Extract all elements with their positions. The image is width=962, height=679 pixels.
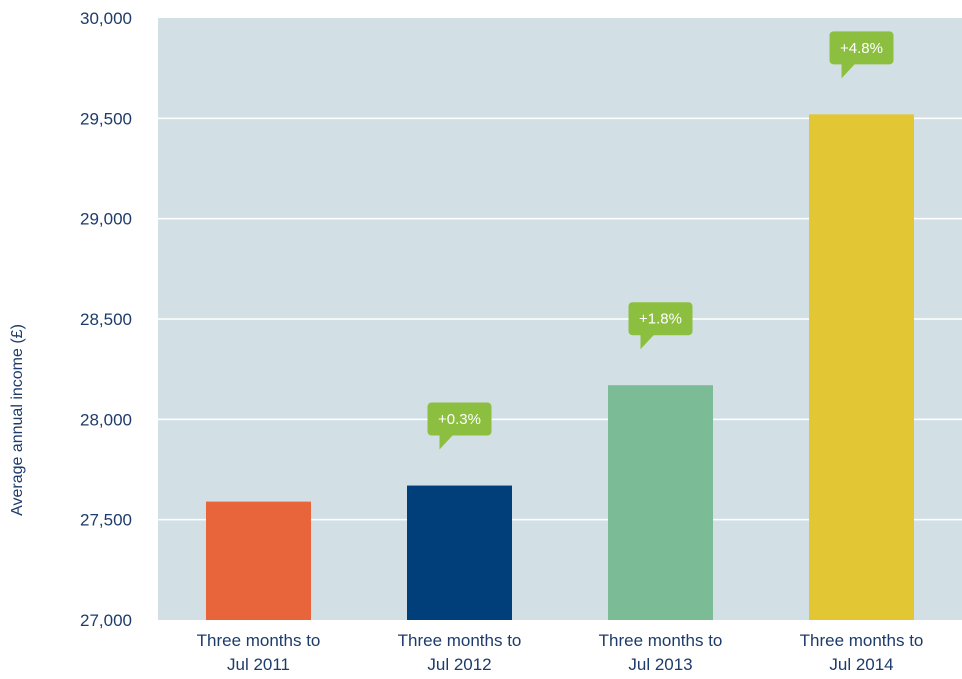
y-tick-label: 29,000	[80, 210, 132, 229]
y-tick-label: 27,000	[80, 611, 132, 630]
callout-label: +0.3%	[438, 411, 481, 428]
annotation-callout: +4.8%	[829, 31, 894, 79]
bars	[206, 114, 914, 620]
callout-bubble	[829, 31, 894, 65]
callout-pointer	[439, 434, 454, 450]
x-tick-label: Jul 2013	[628, 655, 692, 674]
y-tick-label: 28,000	[80, 410, 132, 429]
bar	[407, 485, 512, 620]
callout-pointer	[841, 63, 856, 79]
x-tick-label: Jul 2012	[427, 655, 491, 674]
y-tick-label: 28,500	[80, 310, 132, 329]
x-tick-label: Three months to	[800, 631, 924, 650]
bar	[206, 501, 311, 620]
annotation-callout: +0.3%	[427, 402, 492, 450]
x-tick-label: Three months to	[599, 631, 723, 650]
y-axis-ticks: 27,000 27,500 28,000 28,500 29,000 29,500 30,0…	[80, 9, 132, 630]
x-tick-label: Jul 2014	[829, 655, 893, 674]
x-tick-label: Jul 2011	[227, 655, 290, 674]
annotations: +0.3% +1.8% +4.8%	[427, 31, 894, 450]
y-tick-label: 29,500	[80, 109, 132, 128]
callout-label: +4.8%	[840, 40, 883, 57]
x-tick-label: Three months to	[398, 631, 522, 650]
callout-bubble	[427, 402, 492, 436]
callout-pointer	[640, 334, 655, 350]
annotation-callout: +1.8%	[628, 302, 693, 350]
y-tick-label: 27,500	[80, 511, 132, 530]
x-axis-ticks: Three months to Jul 2011 Three months to Ju…	[197, 631, 924, 674]
y-tick-label: 30,000	[80, 9, 132, 28]
bar	[608, 385, 713, 620]
y-axis-title: Average annual income (£)	[9, 324, 26, 516]
bar	[809, 114, 914, 620]
x-tick-label: Three months to	[197, 631, 321, 650]
callout-label: +1.8%	[639, 311, 682, 328]
callout-bubble	[628, 302, 693, 336]
